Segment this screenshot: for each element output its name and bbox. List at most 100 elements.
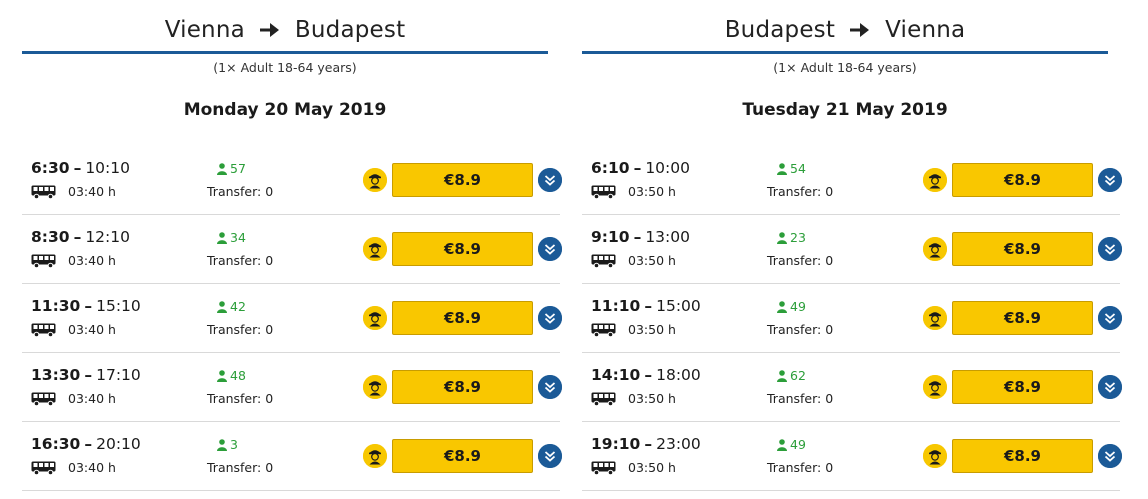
duration-text: 03:50 h (628, 253, 676, 268)
driver-icon[interactable] (363, 306, 387, 330)
time-separator: – (644, 435, 653, 453)
connection-duration: 03:40 h (31, 460, 116, 475)
driver-icon[interactable] (363, 444, 387, 468)
connection-row[interactable]: 11:10–15:00 03:50 h 49 Transfer: 0 €8.9 (582, 284, 1122, 353)
connection-duration: 03:50 h (591, 184, 676, 199)
connection-row[interactable]: 13:30–17:10 03:40 h 48 Transfer: 0 €8.9 (22, 353, 562, 422)
transfer-count: Transfer: 0 (207, 184, 274, 199)
free-seats: 3 (217, 437, 238, 452)
price-button[interactable]: €8.9 (952, 439, 1093, 473)
driver-icon[interactable] (923, 375, 947, 399)
price-button[interactable]: €8.9 (952, 370, 1093, 404)
driver-icon[interactable] (363, 237, 387, 261)
driver-icon[interactable] (923, 444, 947, 468)
person-icon (777, 300, 787, 313)
price-button[interactable]: €8.9 (952, 232, 1093, 266)
connection-times: 19:10–23:00 (591, 435, 701, 453)
connection-times: 8:30–12:10 (31, 228, 130, 246)
person-icon (217, 162, 227, 175)
transfer-count: Transfer: 0 (207, 391, 274, 406)
transfer-count: Transfer: 0 (767, 322, 834, 337)
connection-row[interactable]: 14:10–18:00 03:50 h 62 Transfer: 0 €8.9 (582, 353, 1122, 422)
connection-times: 6:30–10:10 (31, 159, 130, 177)
arrow-right-icon (259, 21, 281, 39)
transfer-count: Transfer: 0 (767, 460, 834, 475)
chevron-double-down-icon[interactable] (538, 375, 562, 399)
bus-icon (591, 254, 616, 268)
chevron-double-down-icon[interactable] (1098, 237, 1122, 261)
duration-text: 03:40 h (68, 322, 116, 337)
time-separator: – (84, 297, 93, 315)
seat-count: 48 (230, 368, 246, 383)
arrival-time: 18:00 (656, 366, 701, 384)
price-button[interactable]: €8.9 (952, 163, 1093, 197)
chevron-double-down-icon[interactable] (538, 237, 562, 261)
bus-icon (31, 461, 56, 475)
time-separator: – (633, 159, 642, 177)
connection-list: 6:10–10:00 03:50 h 54 Transfer: 0 €8.9 9… (582, 146, 1122, 491)
duration-text: 03:40 h (68, 253, 116, 268)
connection-duration: 03:50 h (591, 253, 676, 268)
free-seats: 23 (777, 230, 806, 245)
price-button[interactable]: €8.9 (392, 232, 533, 266)
price-button[interactable]: €8.9 (392, 301, 533, 335)
connection-row[interactable]: 16:30–20:10 03:40 h 3 Transfer: 0 €8.9 (22, 422, 562, 491)
person-icon (777, 162, 787, 175)
time-separator: – (84, 366, 93, 384)
person-icon (777, 231, 787, 244)
duration-text: 03:40 h (68, 184, 116, 199)
driver-icon[interactable] (923, 237, 947, 261)
connection-row[interactable]: 19:10–23:00 03:50 h 49 Transfer: 0 €8.9 (582, 422, 1122, 491)
driver-icon[interactable] (923, 306, 947, 330)
free-seats: 48 (217, 368, 246, 383)
connection-row[interactable]: 8:30–12:10 03:40 h 34 Transfer: 0 €8.9 (22, 215, 562, 284)
person-icon (217, 231, 227, 244)
chevron-double-down-icon[interactable] (1098, 375, 1122, 399)
transfer-count: Transfer: 0 (207, 460, 274, 475)
chevron-double-down-icon[interactable] (538, 306, 562, 330)
outbound-column: Vienna Budapest (1× Adult 18-64 years) M… (10, 0, 562, 499)
departure-time: 16:30 (31, 435, 81, 453)
connection-row[interactable]: 6:10–10:00 03:50 h 54 Transfer: 0 €8.9 (582, 146, 1122, 215)
route-header: Vienna Budapest (22, 14, 548, 54)
time-separator: – (633, 228, 642, 246)
transfer-count: Transfer: 0 (767, 253, 834, 268)
departure-time: 6:10 (591, 159, 630, 177)
chevron-double-down-icon[interactable] (1098, 168, 1122, 192)
duration-text: 03:50 h (628, 460, 676, 475)
price-button[interactable]: €8.9 (952, 301, 1093, 335)
transfer-count: Transfer: 0 (767, 391, 834, 406)
seat-count: 42 (230, 299, 246, 314)
price-button[interactable]: €8.9 (392, 439, 533, 473)
connection-list: 6:30–10:10 03:40 h 57 Transfer: 0 €8.9 8… (22, 146, 562, 491)
chevron-double-down-icon[interactable] (1098, 306, 1122, 330)
departure-time: 14:10 (591, 366, 641, 384)
transfer-count: Transfer: 0 (207, 322, 274, 337)
route-header: Budapest Vienna (582, 14, 1108, 54)
driver-icon[interactable] (363, 375, 387, 399)
seat-count: 62 (790, 368, 806, 383)
chevron-double-down-icon[interactable] (1098, 444, 1122, 468)
connection-times: 11:10–15:00 (591, 297, 701, 315)
time-separator: – (644, 366, 653, 384)
connection-row[interactable]: 11:30–15:10 03:40 h 42 Transfer: 0 €8.9 (22, 284, 562, 353)
passenger-summary: (1× Adult 18-64 years) (773, 60, 917, 75)
chevron-double-down-icon[interactable] (538, 444, 562, 468)
free-seats: 42 (217, 299, 246, 314)
driver-icon[interactable] (923, 168, 947, 192)
bus-icon (591, 392, 616, 406)
time-separator: – (644, 297, 653, 315)
travel-date: Tuesday 21 May 2019 (742, 100, 948, 120)
seat-count: 23 (790, 230, 806, 245)
free-seats: 49 (777, 437, 806, 452)
departure-time: 6:30 (31, 159, 70, 177)
chevron-double-down-icon[interactable] (538, 168, 562, 192)
free-seats: 57 (217, 161, 246, 176)
free-seats: 49 (777, 299, 806, 314)
price-button[interactable]: €8.9 (392, 163, 533, 197)
seat-count: 54 (790, 161, 806, 176)
connection-row[interactable]: 9:10–13:00 03:50 h 23 Transfer: 0 €8.9 (582, 215, 1122, 284)
connection-row[interactable]: 6:30–10:10 03:40 h 57 Transfer: 0 €8.9 (22, 146, 562, 215)
price-button[interactable]: €8.9 (392, 370, 533, 404)
driver-icon[interactable] (363, 168, 387, 192)
